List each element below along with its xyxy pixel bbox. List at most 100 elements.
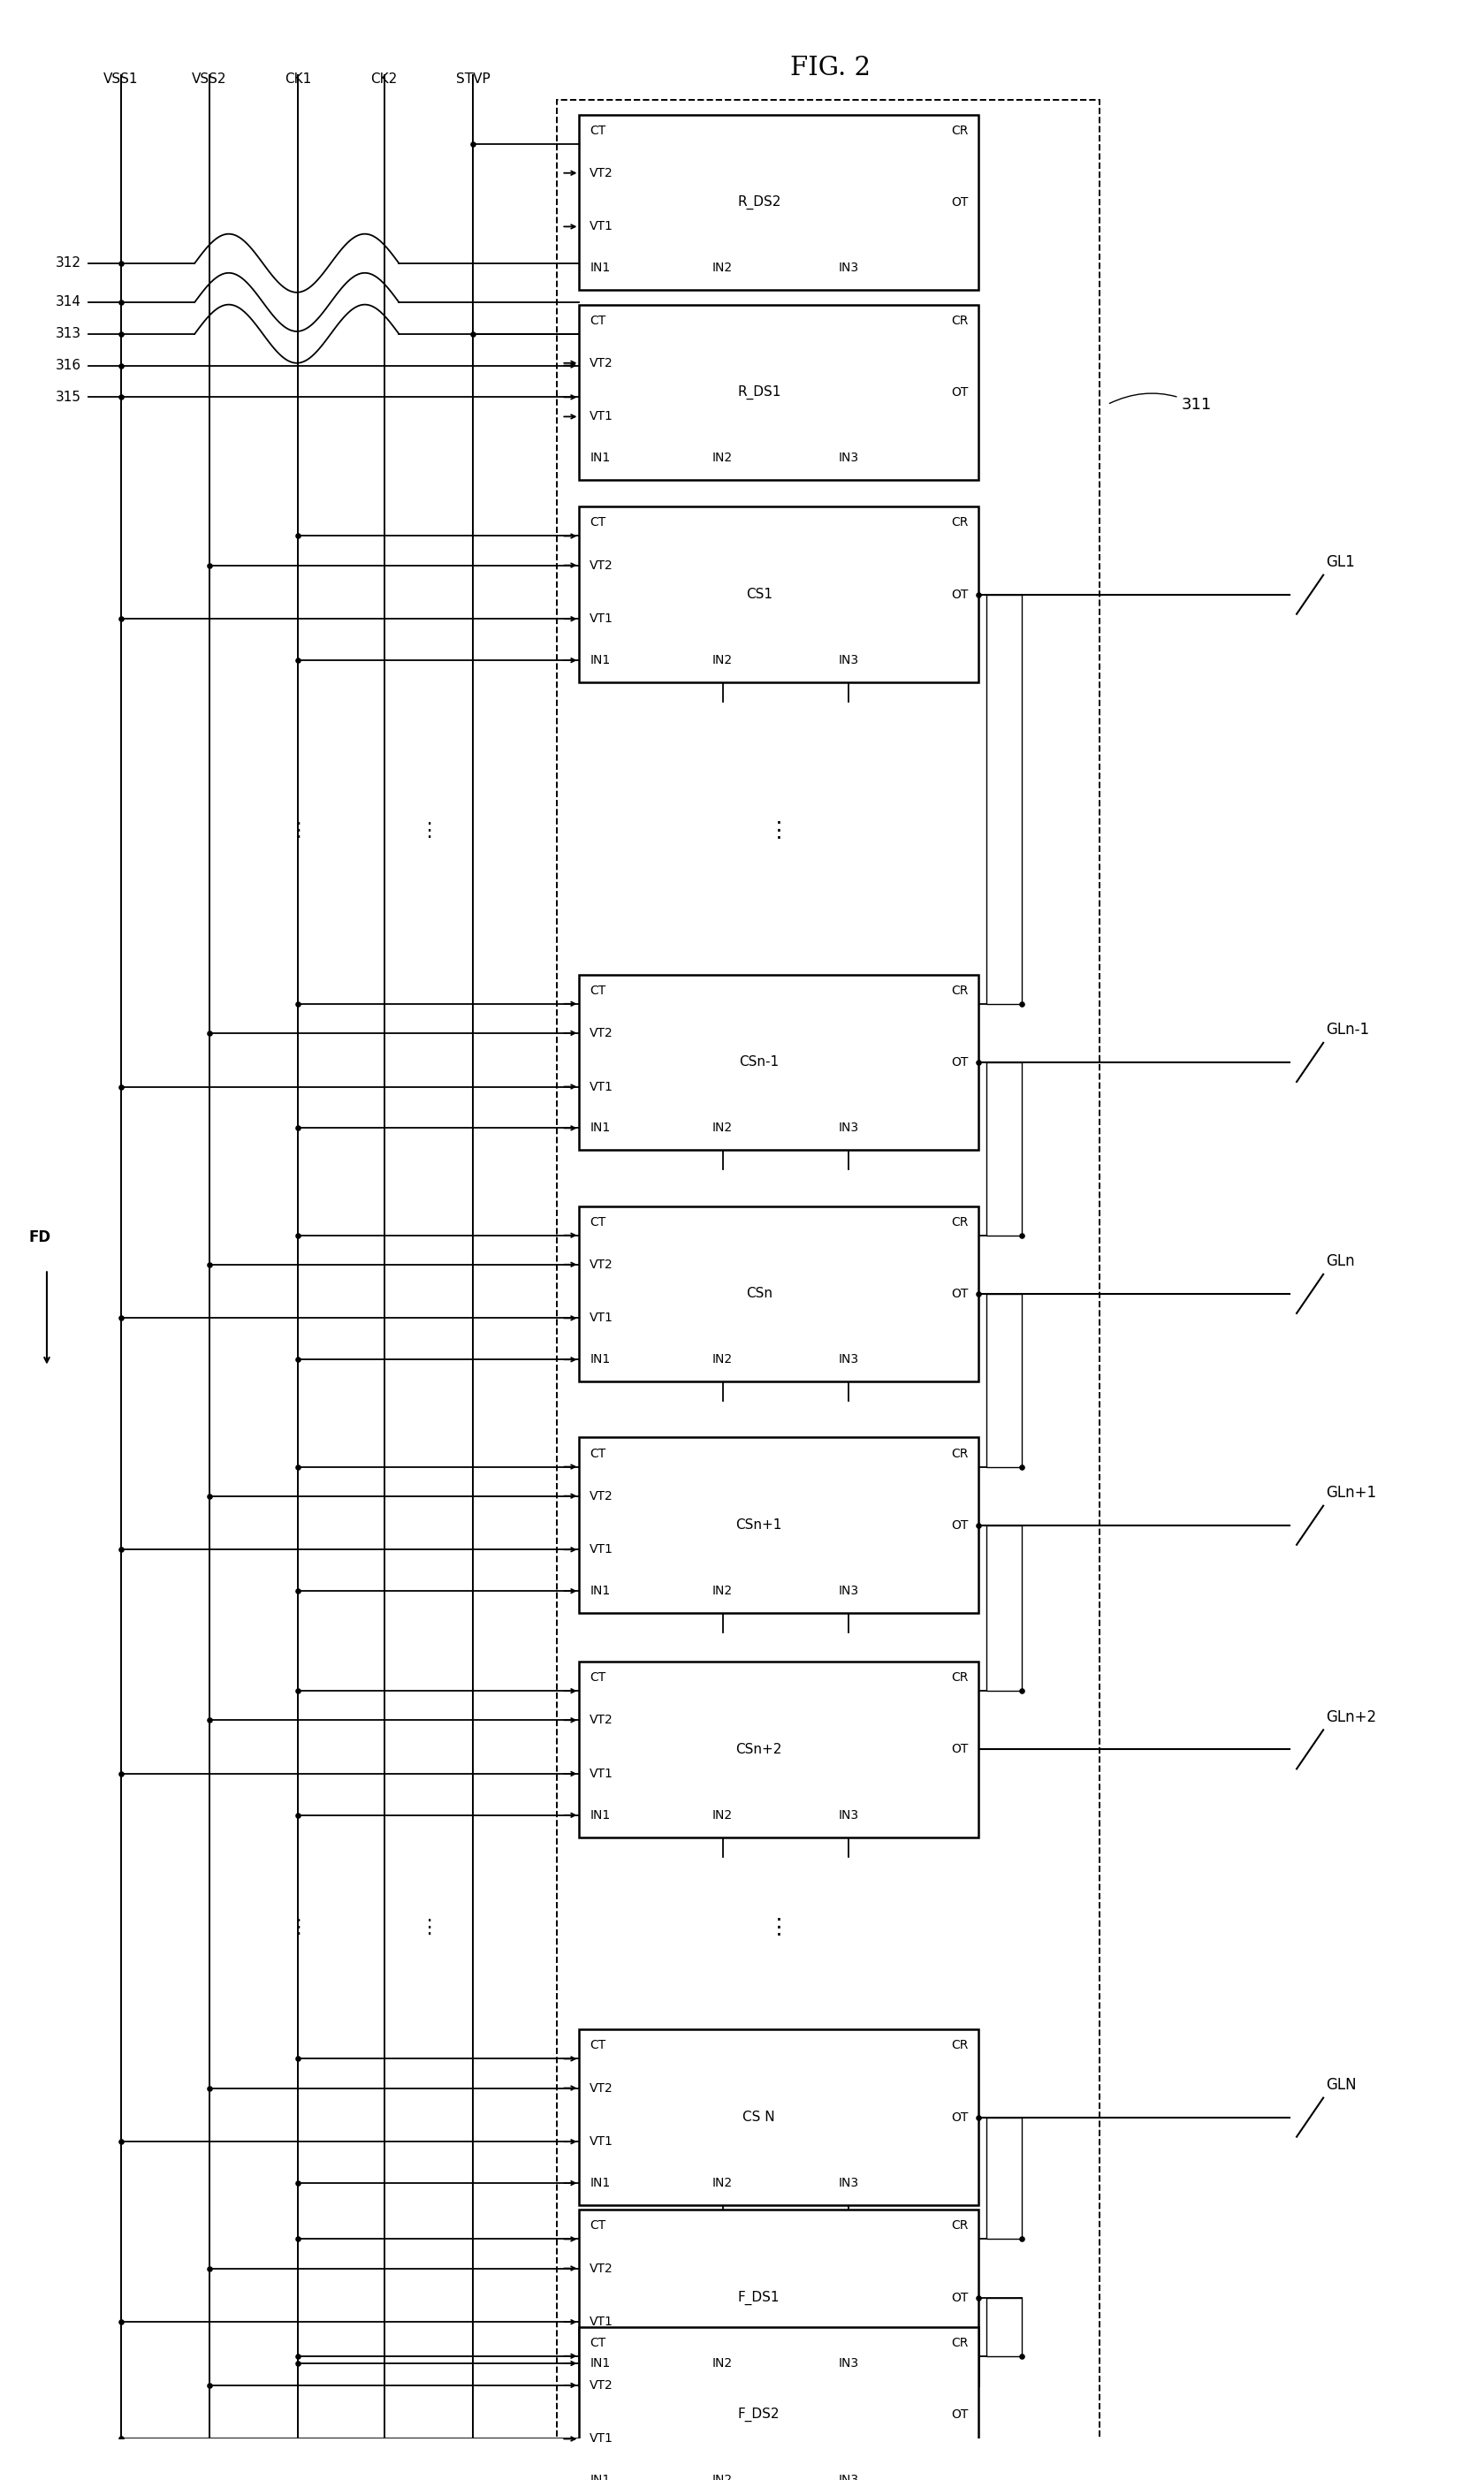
Point xyxy=(286,985,310,1024)
Text: VT1: VT1 xyxy=(589,1543,613,1555)
Text: GLn-1: GLn-1 xyxy=(1327,1022,1370,1039)
Text: CT: CT xyxy=(589,315,605,327)
Text: CSn-1: CSn-1 xyxy=(739,1056,779,1069)
Point xyxy=(966,1275,990,1314)
Text: IN1: IN1 xyxy=(589,2356,610,2368)
Text: CT: CT xyxy=(589,1672,605,1684)
Text: VSS2: VSS2 xyxy=(191,72,227,84)
Point xyxy=(1009,985,1033,1024)
Point xyxy=(108,600,132,640)
Bar xyxy=(985,1525,1021,1691)
Bar xyxy=(985,2118,1021,2239)
Point xyxy=(372,1572,396,1612)
Point xyxy=(372,2344,396,2383)
Text: VT2: VT2 xyxy=(589,1714,613,1726)
Text: OT: OT xyxy=(951,2408,968,2420)
Text: VT2: VT2 xyxy=(589,2378,613,2391)
Point xyxy=(197,1014,221,1054)
Text: FD: FD xyxy=(28,1230,50,1245)
Text: IN3: IN3 xyxy=(838,2177,859,2190)
Point xyxy=(1009,2220,1033,2259)
Text: CR: CR xyxy=(951,2336,968,2349)
Text: VT1: VT1 xyxy=(589,412,613,422)
Text: IN2: IN2 xyxy=(712,655,733,667)
Text: OT: OT xyxy=(951,588,968,600)
Text: 312: 312 xyxy=(55,255,80,270)
Text: CK2: CK2 xyxy=(371,72,398,84)
Text: IN2: IN2 xyxy=(712,1121,733,1133)
Text: IN2: IN2 xyxy=(712,451,733,464)
Point xyxy=(197,546,221,585)
Text: 313: 313 xyxy=(55,327,80,340)
Text: ⋮: ⋮ xyxy=(288,821,309,841)
Text: VT2: VT2 xyxy=(589,558,613,570)
Text: VT2: VT2 xyxy=(589,357,613,370)
Text: VSS1: VSS1 xyxy=(104,72,138,84)
Text: GLn+2: GLn+2 xyxy=(1327,1709,1377,1726)
Text: CT: CT xyxy=(589,2220,605,2232)
Text: IN2: IN2 xyxy=(712,1354,733,1366)
Point xyxy=(372,2163,396,2202)
Bar xyxy=(556,99,1100,2458)
Point xyxy=(108,2301,132,2341)
Text: IN3: IN3 xyxy=(838,2356,859,2368)
Text: ⋮: ⋮ xyxy=(767,1917,789,1937)
Text: OT: OT xyxy=(951,196,968,208)
Text: CR: CR xyxy=(951,315,968,327)
Text: CS1: CS1 xyxy=(746,588,772,600)
Point xyxy=(372,640,396,680)
Text: CR: CR xyxy=(951,985,968,997)
Text: CSn+2: CSn+2 xyxy=(736,1743,782,1756)
Point xyxy=(108,1753,132,1793)
Text: IN1: IN1 xyxy=(589,451,610,464)
Text: OT: OT xyxy=(951,2292,968,2304)
Point xyxy=(966,2098,990,2138)
Text: CT: CT xyxy=(589,2039,605,2051)
Text: OT: OT xyxy=(951,1287,968,1300)
Point xyxy=(966,575,990,615)
Point xyxy=(966,1505,990,1545)
Bar xyxy=(579,1205,978,1381)
Bar xyxy=(579,1438,978,1612)
Point xyxy=(108,283,132,322)
Text: IN3: IN3 xyxy=(838,1585,859,1597)
Text: F_DS1: F_DS1 xyxy=(738,2292,781,2304)
Text: IN2: IN2 xyxy=(712,2475,733,2480)
Point xyxy=(286,1215,310,1255)
Point xyxy=(197,2366,221,2406)
Text: VT2: VT2 xyxy=(589,166,613,179)
Point xyxy=(197,1245,221,1285)
Point xyxy=(1009,1672,1033,1711)
Text: GLn: GLn xyxy=(1327,1252,1355,1270)
Bar xyxy=(985,1061,1021,1235)
Text: VT1: VT1 xyxy=(589,2316,613,2329)
Text: CT: CT xyxy=(589,2336,605,2349)
Point xyxy=(286,2344,310,2383)
Text: VT1: VT1 xyxy=(589,2433,613,2445)
Text: GL1: GL1 xyxy=(1327,553,1355,570)
Text: CR: CR xyxy=(951,2220,968,2232)
Bar xyxy=(579,305,978,481)
Text: CR: CR xyxy=(951,1215,968,1228)
Text: ⋮: ⋮ xyxy=(418,821,438,841)
Point xyxy=(286,516,310,556)
Bar xyxy=(579,975,978,1151)
Text: CSn: CSn xyxy=(746,1287,772,1300)
Text: R_DS2: R_DS2 xyxy=(738,196,781,208)
Point xyxy=(108,2418,132,2458)
Text: IN3: IN3 xyxy=(838,2475,859,2480)
Text: IN2: IN2 xyxy=(712,263,733,275)
Point xyxy=(1009,1215,1033,1255)
Text: OT: OT xyxy=(951,1520,968,1533)
Text: OT: OT xyxy=(951,1743,968,1756)
Text: IN2: IN2 xyxy=(712,1585,733,1597)
Point xyxy=(197,2068,221,2108)
Text: CR: CR xyxy=(951,2039,968,2051)
Text: STVP: STVP xyxy=(456,72,490,84)
Text: CT: CT xyxy=(589,1448,605,1461)
Text: IN3: IN3 xyxy=(838,1121,859,1133)
Text: 311: 311 xyxy=(1110,394,1211,412)
Point xyxy=(108,1300,132,1339)
Text: 315: 315 xyxy=(55,389,80,404)
Point xyxy=(108,1530,132,1570)
